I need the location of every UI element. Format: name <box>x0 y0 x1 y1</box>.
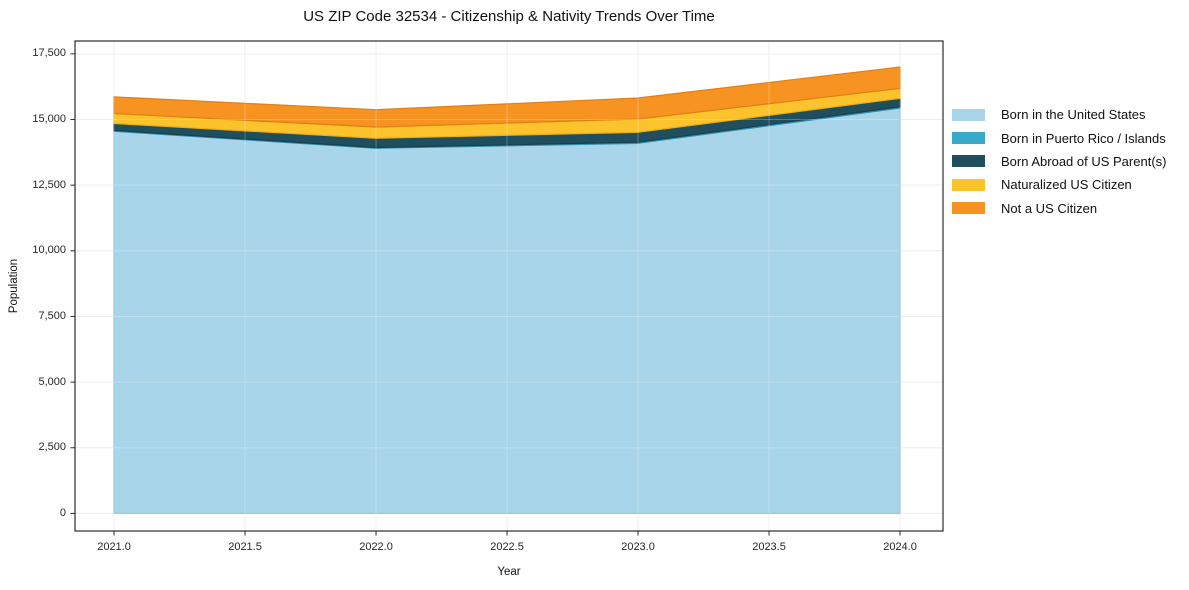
y-tick-label: 7,500 <box>38 309 66 322</box>
legend-item: Born in Puerto Rico / Islands <box>952 126 1166 149</box>
legend-label: Naturalized US Citizen <box>1001 177 1132 193</box>
chart-title: US ZIP Code 32534 - Citizenship & Nativi… <box>303 8 715 25</box>
y-tick-label: 15,000 <box>32 113 66 125</box>
y-tick-label: 17,500 <box>32 47 66 60</box>
x-tick-label: 2022.0 <box>359 541 393 553</box>
legend-swatch <box>952 178 985 191</box>
legend-item: Born in the United States <box>952 103 1166 126</box>
x-tick-label: 2024.0 <box>883 541 917 553</box>
y-tick-label: 2,500 <box>38 441 66 454</box>
y-tick-label: 12,500 <box>32 178 66 191</box>
legend-label: Born in the United States <box>1001 107 1146 123</box>
legend-swatch <box>952 108 985 121</box>
legend: Born in the United States Born in Puerto … <box>952 103 1166 220</box>
legend-label: Born Abroad of US Parent(s) <box>1001 153 1167 169</box>
legend-item: Not a US Citizen <box>952 197 1166 220</box>
legend-item: Born Abroad of US Parent(s) <box>952 150 1166 173</box>
x-tick-label: 2023.0 <box>621 541 655 553</box>
x-tick-label: 2022.5 <box>490 541 524 553</box>
legend-item: Naturalized US Citizen <box>952 173 1166 196</box>
legend-label: Born in Puerto Rico / Islands <box>1001 130 1166 146</box>
plot-border <box>74 40 944 532</box>
area-not-a-us-citizen <box>113 66 901 128</box>
y-tick-label: 10,000 <box>32 244 66 257</box>
x-tick-label: 2021.5 <box>228 541 262 553</box>
legend-swatch <box>952 132 985 145</box>
legend-label: Not a US Citizen <box>1001 200 1098 216</box>
x-tick-label: 2023.5 <box>752 541 786 553</box>
x-axis-label: Year <box>497 566 521 578</box>
x-tick-label: 2021.0 <box>97 541 131 553</box>
y-tick-label: 5,000 <box>38 375 66 388</box>
legend-swatch <box>952 202 985 215</box>
legend-swatch <box>952 155 985 168</box>
y-tick-label: 0 <box>59 506 66 519</box>
